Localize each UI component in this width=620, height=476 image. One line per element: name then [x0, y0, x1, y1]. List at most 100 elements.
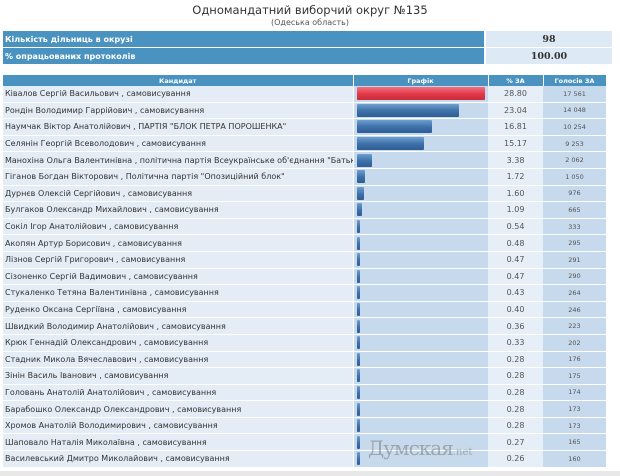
candidate-name: Зінін Василь Іванович , самовисування	[3, 367, 353, 385]
vote-count: 9 253	[543, 135, 606, 153]
candidate-name: Хромов Анатолій Володимирович , самовису…	[3, 417, 353, 435]
vote-percent: 1.60	[488, 185, 543, 203]
vote-count: 223	[543, 317, 606, 335]
bar-cell	[352, 118, 488, 136]
table-row: Сокіл Ігор Анатолійович , самовисування 0…	[3, 218, 606, 236]
candidate-name: Селянін Георгій Всеволодович , самовисув…	[3, 135, 353, 153]
vote-count: 202	[543, 334, 606, 352]
candidate-name: Ківалов Сергій Васильович , самовисуванн…	[3, 86, 353, 103]
table-row: Селянін Георгій Всеволодович , самовисув…	[3, 135, 606, 153]
vote-percent: 0.27	[488, 433, 543, 452]
table-row: Лізнов Сергій Григорович , самовисування…	[3, 251, 606, 269]
vote-bar	[356, 336, 360, 350]
bar-cell	[352, 234, 488, 252]
vote-bar	[356, 120, 432, 134]
vote-bar	[356, 87, 485, 101]
bar-cell	[352, 317, 488, 335]
vote-bar	[356, 186, 364, 200]
bar-cell	[352, 367, 488, 385]
vote-count: 175	[543, 367, 606, 385]
vote-bar	[356, 286, 360, 300]
table-header: Кандидат Графік % ЗА Голосів ЗА	[3, 75, 607, 86]
vote-percent: 16.81	[488, 118, 543, 136]
table-row: Ківалов Сергій Васильович , самовисуванн…	[3, 86, 606, 103]
vote-percent: 1.09	[488, 201, 543, 219]
column-votes[interactable]: Голосів ЗА	[543, 75, 607, 86]
column-graph[interactable]: Графік	[353, 75, 489, 86]
bar-cell	[352, 433, 488, 452]
bar-cell	[352, 351, 488, 369]
info-value: 98	[484, 31, 612, 47]
bar-cell	[352, 417, 488, 435]
table-row: Гіганов Богдан Вікторович , Політична па…	[3, 168, 606, 186]
vote-percent: 1.72	[488, 168, 543, 186]
candidate-name: Гіганов Богдан Вікторович , Політична па…	[3, 168, 353, 186]
vote-count: 10 254	[543, 118, 606, 136]
info-value: 100.00	[484, 48, 612, 64]
vote-percent: 0.54	[488, 218, 543, 236]
vote-bar	[356, 220, 360, 234]
vote-percent: 0.48	[488, 234, 543, 252]
vote-count: 165	[543, 433, 606, 452]
table-row: Шаповало Наталія Миколаївна , самовисува…	[3, 433, 606, 452]
vote-bar	[356, 369, 360, 383]
vote-count: 290	[543, 268, 606, 286]
vote-count: 2 062	[543, 151, 606, 169]
vote-percent: 0.28	[488, 351, 543, 369]
vote-count: 176	[543, 351, 606, 369]
bar-cell	[352, 185, 488, 203]
vote-bar	[356, 203, 362, 217]
vote-percent: 0.28	[488, 367, 543, 385]
table-row: Наумчак Віктор Анатолійович , ПАРТІЯ "БЛ…	[3, 118, 606, 136]
candidates-table: Кандидат Графік % ЗА Голосів ЗА Ківалов …	[3, 75, 607, 468]
table-row: Рондін Володимир Гаррійович , самовисува…	[3, 102, 606, 120]
vote-count: 173	[543, 400, 606, 418]
bar-cell	[352, 384, 488, 402]
vote-count: 160	[543, 450, 606, 468]
bar-cell	[352, 86, 488, 103]
vote-percent: 0.33	[488, 334, 543, 352]
vote-bar	[356, 303, 360, 317]
bar-cell	[352, 218, 488, 236]
table-row: Дурнєв Олексій Сергійович , самовисуванн…	[3, 185, 606, 203]
info-label: % опрацьованих протоколів	[3, 48, 484, 64]
table-row: Сізоненко Сергій Вадимович , самовисуван…	[3, 268, 606, 286]
info-row-protocols: % опрацьованих протоколів 100.00	[3, 48, 612, 64]
vote-count: 173	[543, 417, 606, 435]
candidate-name: Василевський Дмитро Миколайович , самови…	[3, 450, 353, 468]
table-row: Стукаленко Тетяна Валентинівна , самовис…	[3, 284, 606, 302]
vote-count: 295	[543, 234, 606, 252]
table-row: Швидкий Володимир Анатолійович , самовис…	[3, 317, 606, 335]
column-percent[interactable]: % ЗА	[488, 75, 544, 86]
vote-count: 264	[543, 284, 606, 302]
vote-percent: 0.28	[488, 384, 543, 402]
vote-bar	[356, 352, 360, 366]
candidate-name: Дурнєв Олексій Сергійович , самовисуванн…	[3, 185, 353, 203]
candidate-name: Лізнов Сергій Григорович , самовисування	[3, 251, 353, 269]
candidate-name: Сокіл Ігор Анатолійович , самовисування	[3, 218, 353, 236]
vote-percent: 28.80	[488, 86, 543, 103]
column-candidate[interactable]: Кандидат	[3, 75, 354, 86]
vote-bar	[356, 452, 360, 466]
vote-count: 14 048	[543, 102, 606, 120]
vote-bar	[356, 236, 360, 250]
vote-percent: 0.43	[488, 284, 543, 302]
vote-count: 246	[543, 301, 606, 319]
vote-bar	[356, 435, 360, 449]
vote-count: 174	[543, 384, 606, 402]
info-row-stations: Кількість дільниць в окрузі 98	[3, 31, 612, 47]
bar-cell	[352, 201, 488, 219]
page-title: Одномандатний виборчий округ №135	[192, 3, 428, 17]
district-info-table: Кількість дільниць в окрузі 98 % опрацьо…	[3, 30, 612, 65]
vote-bar	[356, 153, 372, 167]
candidate-name: Сізоненко Сергій Вадимович , самовисуван…	[3, 268, 353, 286]
vote-count: 665	[543, 201, 606, 219]
horizontal-scrollbar[interactable]	[0, 471, 620, 476]
bar-cell	[352, 334, 488, 352]
vote-percent: 0.26	[488, 450, 543, 468]
vote-count: 976	[543, 185, 606, 203]
table-row: Барабошко Олександр Олександрович , само…	[3, 400, 606, 418]
bar-cell	[352, 135, 488, 153]
vote-count: 17 561	[543, 86, 606, 103]
table-row: Василевський Дмитро Миколайович , самови…	[3, 450, 606, 468]
